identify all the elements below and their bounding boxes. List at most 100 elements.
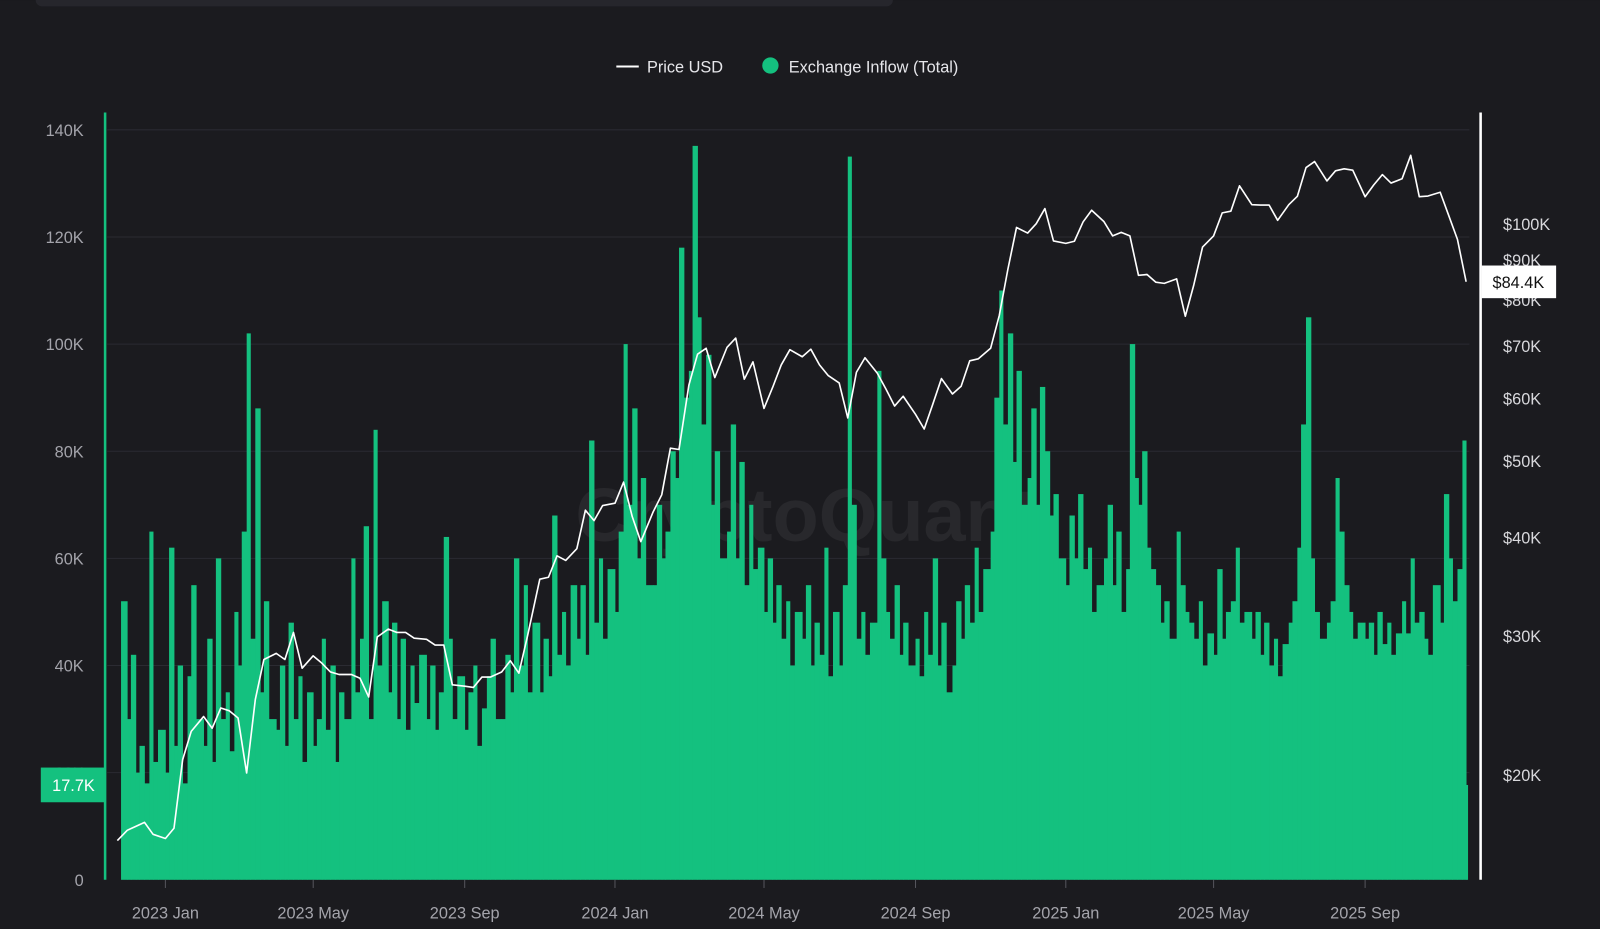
inflow-bar	[1260, 654, 1265, 880]
inflow-bar	[543, 638, 549, 880]
inflow-bar	[1305, 317, 1312, 880]
inflow-bar	[1112, 585, 1117, 880]
inflow-bar	[924, 611, 929, 880]
inflow-bar	[1255, 611, 1261, 880]
right-tick-label: $60K	[1503, 391, 1541, 409]
inflow-bar	[1427, 654, 1434, 880]
inflow-bar	[1344, 585, 1350, 880]
inflow-bar	[1339, 531, 1345, 880]
inflow-bar	[1116, 531, 1122, 880]
inflow-bar	[932, 558, 939, 880]
legend-item-price[interactable]: Price USD	[616, 59, 723, 77]
right-tick-label: $30K	[1503, 628, 1541, 646]
inflow-bar	[130, 654, 137, 880]
inflow-bar	[182, 783, 188, 880]
inflow-bar	[594, 622, 600, 880]
inflow-bar	[632, 408, 638, 880]
inflow-bar	[284, 745, 289, 880]
inflow-bar	[764, 611, 769, 880]
inflow-bar	[1424, 638, 1429, 880]
inflow-bar	[727, 531, 732, 880]
inflow-bar	[238, 665, 243, 880]
inflow-bar	[1330, 601, 1336, 880]
inflow-bar	[735, 558, 740, 880]
inflow-bar	[1147, 547, 1152, 880]
inflow-bar	[263, 601, 270, 880]
inflow-bar	[1277, 676, 1283, 880]
inflow-bar	[1150, 569, 1157, 880]
inflow-bar	[1410, 558, 1415, 880]
left-tick-label: 100K	[46, 336, 84, 354]
inflow-bar	[828, 676, 834, 880]
inflow-bar	[396, 719, 402, 880]
inflow-bar	[1058, 558, 1067, 880]
inflow-bar	[1065, 585, 1070, 880]
right-tick-label: $40K	[1503, 529, 1541, 547]
inflow-bar	[1180, 585, 1186, 880]
inflow-bar	[885, 611, 891, 880]
inflow-bar	[1357, 622, 1366, 880]
top-scrollbar[interactable]	[35, 0, 893, 7]
inflow-bar	[321, 638, 326, 880]
x-tick-label: 2025 May	[1178, 905, 1250, 923]
inflow-bar	[382, 601, 389, 880]
inflow-bar	[1007, 333, 1014, 880]
inflow-bar	[1440, 622, 1445, 880]
inflow-bar	[585, 654, 590, 880]
inflow-bar	[956, 601, 962, 880]
inflow-bar	[215, 558, 222, 880]
inflow-bar	[899, 654, 904, 880]
inflow-bar	[786, 601, 791, 880]
inflow-bar	[683, 397, 690, 880]
inflow-bar	[964, 585, 971, 880]
inflow-bar	[313, 745, 318, 880]
inflow-bar	[121, 601, 128, 880]
inflow-bar	[881, 558, 887, 880]
inflow-bar	[1053, 494, 1059, 880]
left-tick-label: 120K	[46, 229, 84, 247]
inflow-bar	[1027, 478, 1032, 880]
inflow-bar	[856, 638, 862, 880]
inflow-bar	[927, 654, 934, 880]
inflow-bar	[316, 719, 323, 880]
inflow-bar	[961, 638, 966, 880]
inflow-bar	[946, 692, 953, 880]
inflow-bar	[1269, 665, 1275, 880]
inflow-bar	[1069, 515, 1075, 880]
inflow-bar	[501, 719, 506, 880]
inflow-bar	[789, 665, 796, 880]
inflow-bar	[260, 692, 265, 880]
inflow-bar	[1213, 654, 1218, 880]
price-line	[116, 154, 1467, 842]
inflow-bar	[1443, 494, 1450, 880]
inflow-bar	[1103, 558, 1109, 880]
inflow-bar	[1074, 558, 1079, 880]
inflow-bar	[602, 638, 608, 880]
inflow-bar	[1419, 611, 1425, 880]
inflow-bar	[1134, 478, 1139, 880]
inflow-bar	[1352, 638, 1359, 880]
inflow-bar	[279, 665, 286, 880]
inflow-bar	[1335, 478, 1340, 880]
inflow-bar	[452, 719, 458, 880]
inflow-bar	[919, 676, 925, 880]
inflow-bar	[1091, 611, 1097, 880]
legend-label-inflow: Exchange Inflow (Total)	[789, 59, 959, 77]
inflow-bar	[937, 665, 942, 880]
inflow-bar	[640, 478, 647, 880]
inflow-bar	[1083, 569, 1089, 880]
inflow-bar	[739, 461, 745, 880]
inflow-bar	[1390, 654, 1397, 880]
left-tick-label: 60K	[55, 551, 84, 569]
inflow-bar	[861, 611, 866, 880]
inflow-bar	[670, 451, 676, 880]
inflow-bar	[288, 622, 294, 880]
legend-item-inflow[interactable]: Exchange Inflow (Total)	[762, 57, 959, 77]
inflow-bar	[468, 692, 474, 880]
inflow-bar	[1169, 638, 1178, 880]
inflow-bar	[1044, 451, 1051, 880]
inflow-bar	[486, 676, 491, 880]
inflow-bar	[293, 719, 299, 880]
inflow-bar	[1217, 569, 1223, 880]
